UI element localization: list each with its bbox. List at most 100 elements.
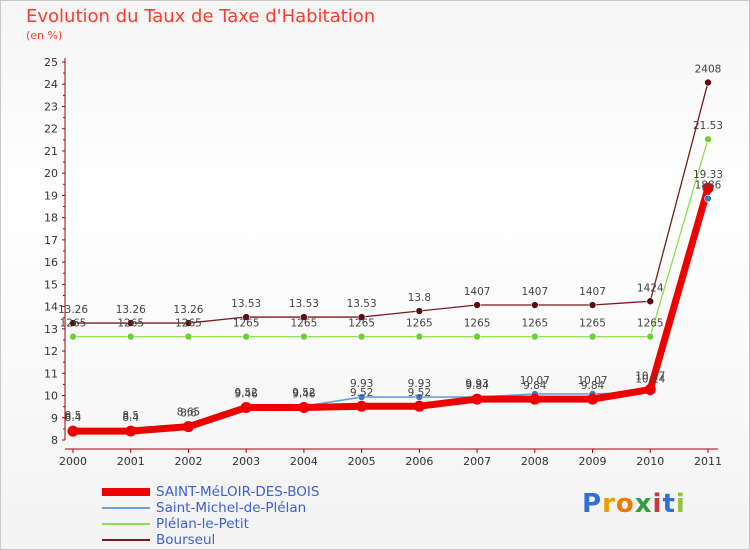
data-point [242,313,250,321]
legend-label: Plélan-le-Petit [156,516,249,532]
data-label: 10.14 [635,373,665,385]
unit-label: (en %) [26,29,63,42]
data-point [300,313,308,321]
data-label: 1265 [579,318,606,330]
data-point [300,332,308,341]
y-tick-label: 18 [44,212,58,225]
data-point [298,402,310,414]
legend-swatch [102,488,150,496]
series-lines [69,81,712,435]
data-point [644,384,656,396]
data-point [471,393,483,405]
x-tick-label: 2011 [694,455,722,468]
data-point [67,425,79,437]
y-tick-label: 22 [44,123,58,136]
y-tick-label: 23 [44,100,58,113]
y-tick-label: 13 [44,323,58,336]
data-label: 13.53 [289,298,319,310]
data-label: 1265 [117,318,144,330]
data-label: 8.4 [65,412,82,424]
data-label: 9.93 [350,378,373,390]
x-tick-label: 2008 [521,455,549,468]
data-point [184,332,193,341]
x-tick-label: 2002 [174,455,202,468]
x-tick-label: 2007 [463,455,491,468]
data-label: 13.53 [231,298,261,310]
data-point [702,182,714,194]
data-label: 13.8 [408,292,431,304]
y-tick-label: 15 [44,278,58,291]
data-label: 1424 [637,282,664,294]
data-label: 1265 [406,318,433,330]
data-point [126,319,135,327]
y-tick-label: 11 [44,367,58,380]
data-point [473,332,481,341]
legend-label: SAINT-MéLOIR-DES-BOIS [156,484,320,500]
data-label: 19.33 [693,169,723,181]
legend-swatch [102,523,150,525]
data-point [69,332,77,341]
y-tick-label: 12 [44,345,58,358]
data-label: 9.52 [234,387,257,399]
data-label: 13.26 [173,304,203,316]
x-tick-label: 2010 [636,455,664,468]
series-line [72,138,709,338]
data-point [531,301,539,309]
y-tick-label: 20 [44,167,58,180]
data-point [646,297,655,306]
y-tick-label: 16 [44,256,58,269]
data-point [182,421,194,433]
proxiti-logo: Proxiti [582,489,686,519]
data-label: 1265 [464,318,491,330]
data-label: 9.93 [465,378,488,390]
data-label: 8.6 [180,408,197,420]
x-tick-label: 2000 [59,455,87,468]
data-label: 1265 [233,318,260,330]
logo-letter: x [634,489,653,519]
data-point [357,313,366,321]
data-label: 9.84 [523,380,547,392]
data-label: 21.53 [693,120,723,132]
data-label: 8.65 [177,407,200,419]
legend-swatch [102,507,150,509]
legend-label: Bourseul [156,532,216,548]
logo-letter: i [675,489,686,519]
data-point [184,319,193,327]
y-tick-label: 25 [44,56,58,69]
data-label: 10.07 [578,375,608,387]
data-label: 9.46 [234,389,258,401]
y-axis: 8 9 10 11 12 13 14 15 16 17 18 19 20 21 22 23 24 25 [44,56,66,447]
data-point [646,332,655,341]
data-label: 1265 [637,318,664,330]
data-label: 1265 [521,318,548,330]
data-point [357,393,366,401]
data-point [704,194,712,203]
x-tick-label: 2006 [405,455,433,468]
data-label: 13.53 [347,298,377,310]
logo-letter: r [602,489,616,519]
chart-title: Evolution du Taux de Taxe d'Habitation [26,6,376,27]
data-label: 1265 [60,318,87,330]
data-point [126,332,135,341]
data-label: 9.52 [408,387,431,399]
data-label: 8.4 [122,412,139,424]
data-point [356,400,368,412]
data-label: 9.46 [292,389,316,401]
x-tick-label: 2003 [232,455,260,468]
data-label: 13.26 [58,304,88,316]
data-label: 2408 [695,63,722,75]
legend-label: Saint-Michel-de-Plélan [156,500,307,516]
y-tick-label: 9 [51,412,58,425]
x-tick-label: 2004 [290,455,318,468]
y-tick-label: 10 [44,390,58,403]
data-label: 1265 [175,318,202,330]
data-label: 1265 [348,318,375,330]
data-point [587,393,599,405]
logo-letter: t [662,489,676,519]
y-tick-label: 17 [44,234,58,247]
y-tick-label: 21 [44,145,58,158]
data-point [588,301,597,309]
data-label: 8.5 [122,410,139,422]
data-point [242,332,250,341]
